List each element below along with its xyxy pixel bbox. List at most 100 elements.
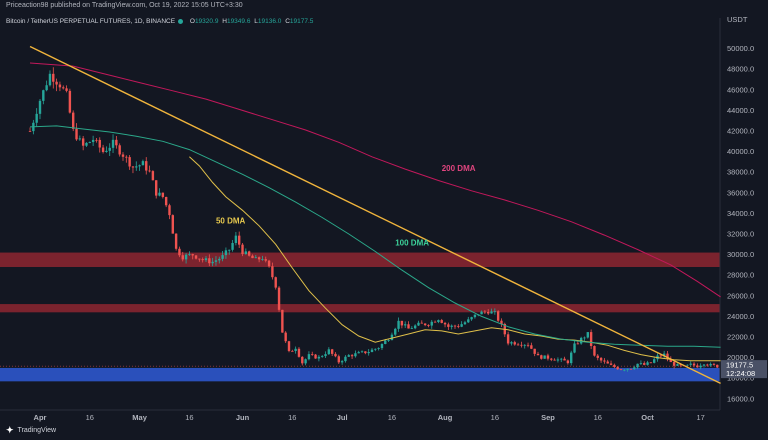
candle-body xyxy=(672,362,676,366)
time-tick-label: Sep xyxy=(541,413,555,422)
candle-body xyxy=(228,249,231,251)
candle-body xyxy=(264,259,267,261)
candle-body xyxy=(636,363,639,368)
time-tick-label: Oct xyxy=(641,413,654,422)
low-value: 19136.0 xyxy=(257,18,282,25)
candle-body xyxy=(709,363,712,366)
tradingview-brand[interactable]: TradingView xyxy=(17,427,57,434)
candle-body xyxy=(35,113,38,123)
candle-body xyxy=(297,348,301,357)
price-tick-label: 42000.0 xyxy=(727,127,754,136)
candle-countdown-label: 12:24:08 xyxy=(726,369,755,378)
candle-body xyxy=(692,363,696,366)
candle-body xyxy=(344,356,347,362)
candle-body xyxy=(629,368,633,370)
candle-body xyxy=(350,355,354,357)
price-tick-label: 36000.0 xyxy=(727,188,754,197)
candle-body xyxy=(334,353,337,357)
candle-body xyxy=(311,354,314,355)
candle-body xyxy=(287,341,291,351)
candle-body xyxy=(304,359,307,364)
candle-body xyxy=(347,355,350,357)
candle-body xyxy=(204,258,208,261)
candle-body xyxy=(85,142,88,146)
candle-body xyxy=(141,161,145,166)
tradingview-logo-icon: ✦ xyxy=(6,425,14,435)
candle-body xyxy=(321,356,324,357)
candle-body xyxy=(254,257,257,259)
candle-body xyxy=(387,340,390,341)
candle-body xyxy=(470,317,473,320)
candle-body xyxy=(699,365,702,368)
candle-body xyxy=(88,142,91,143)
candle-body xyxy=(390,334,394,341)
candle-body xyxy=(91,139,95,143)
open-label: O xyxy=(189,18,195,25)
price-tick-label: 16000.0 xyxy=(727,394,754,403)
candle-body xyxy=(447,324,450,327)
time-tick-label: Jul xyxy=(337,413,348,422)
candle-body xyxy=(662,353,666,357)
time-tick-label: 16 xyxy=(491,413,499,422)
candle-body xyxy=(702,364,706,366)
candle-body xyxy=(251,255,254,259)
candle-body xyxy=(413,325,417,329)
candle-body xyxy=(68,90,72,113)
price-tick-label: 34000.0 xyxy=(727,209,754,218)
high-value: 19349.6 xyxy=(226,18,251,25)
candle-body xyxy=(686,364,689,366)
candle-body xyxy=(277,287,281,310)
candle-body xyxy=(118,145,121,155)
candle-body xyxy=(543,355,546,359)
candle-body xyxy=(520,344,523,346)
price-tick-label: 30000.0 xyxy=(727,250,754,259)
candle-body xyxy=(357,352,360,354)
symbol-title[interactable]: Bitcoin / TetherUS PERPETUAL FUTURES, 1D… xyxy=(6,18,176,25)
candle-body xyxy=(55,81,58,85)
candle-body xyxy=(437,320,440,323)
candle-body xyxy=(596,355,599,358)
candle-body xyxy=(221,255,224,259)
symbol-legend: Bitcoin / TetherUS PERPETUAL FUTURES, 1D… xyxy=(6,18,313,25)
candle-body xyxy=(72,112,75,129)
high-label: H xyxy=(222,18,227,25)
candle-body xyxy=(161,192,165,197)
candle-body xyxy=(430,321,433,326)
candle-body xyxy=(440,320,443,323)
candle-body xyxy=(131,166,135,168)
candle-body xyxy=(78,138,82,140)
candle-body xyxy=(653,359,656,363)
candle-body xyxy=(669,359,672,363)
candle-body xyxy=(125,156,128,158)
candle-body xyxy=(234,235,238,243)
candle-body xyxy=(516,344,520,346)
price-tick-label: 46000.0 xyxy=(727,85,754,94)
price-tick-label: 40000.0 xyxy=(727,147,754,156)
candle-body xyxy=(583,337,586,339)
candle-body xyxy=(214,260,218,262)
candle-body xyxy=(105,150,108,152)
candle-body xyxy=(526,344,530,346)
candle-body xyxy=(62,87,65,89)
price-tick-label: 32000.0 xyxy=(727,230,754,239)
candle-body xyxy=(327,349,331,355)
candle-body xyxy=(151,171,155,181)
candle-body xyxy=(135,166,138,168)
candle-body xyxy=(267,260,271,267)
candle-body xyxy=(427,325,430,326)
candle-body xyxy=(291,350,294,352)
candle-body xyxy=(473,314,477,318)
candle-body xyxy=(95,139,98,141)
candle-body xyxy=(38,100,42,114)
candle-body xyxy=(523,344,526,346)
candle-body xyxy=(536,353,540,356)
candle-body xyxy=(294,348,297,351)
candle-body xyxy=(599,357,603,361)
candle-body xyxy=(570,352,573,364)
candle-body xyxy=(450,325,453,327)
time-tick-label: 16 xyxy=(288,413,296,422)
candle-body xyxy=(639,363,643,364)
candle-body xyxy=(404,324,407,326)
candle-body xyxy=(496,311,500,321)
